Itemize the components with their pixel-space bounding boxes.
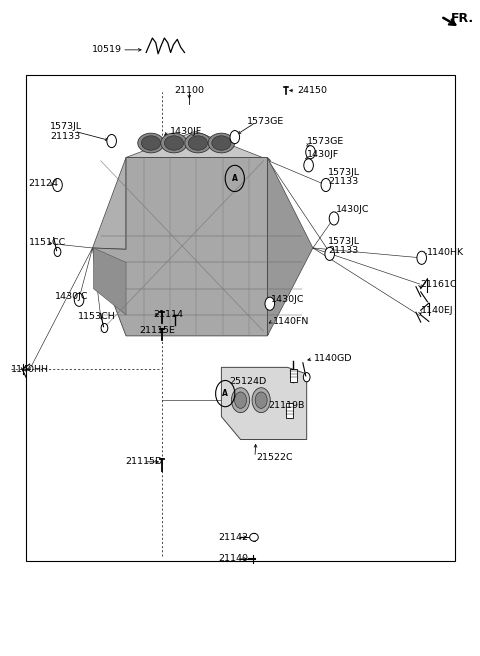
Text: 1140EJ: 1140EJ: [421, 306, 453, 315]
Text: 21115D: 21115D: [126, 457, 163, 466]
Text: 1573GE: 1573GE: [307, 136, 344, 146]
Ellipse shape: [185, 133, 211, 153]
Polygon shape: [94, 248, 126, 315]
Text: A: A: [222, 389, 228, 398]
Text: 1140GD: 1140GD: [314, 354, 352, 363]
Circle shape: [101, 323, 108, 333]
Text: 21114: 21114: [153, 310, 183, 319]
Text: 1151CC: 1151CC: [29, 238, 66, 247]
Text: 1430JF: 1430JF: [170, 127, 203, 136]
Circle shape: [74, 293, 84, 306]
Text: 1573GE: 1573GE: [247, 117, 284, 126]
Text: 21522C: 21522C: [256, 453, 292, 462]
Ellipse shape: [212, 136, 231, 150]
Ellipse shape: [138, 133, 164, 153]
Polygon shape: [221, 367, 307, 440]
Text: 1573JL
21133: 1573JL 21133: [50, 122, 83, 140]
Text: 1430JC: 1430JC: [55, 292, 89, 301]
Text: 21142: 21142: [218, 533, 249, 542]
Text: 25124D: 25124D: [229, 377, 266, 386]
Text: 1430JC: 1430JC: [336, 205, 369, 215]
Ellipse shape: [231, 388, 250, 413]
Text: 21119B: 21119B: [268, 401, 305, 410]
Circle shape: [329, 212, 339, 225]
Text: A: A: [232, 174, 238, 183]
Polygon shape: [126, 131, 271, 161]
Text: 1573JL
21133: 1573JL 21133: [328, 168, 360, 186]
Ellipse shape: [255, 392, 267, 408]
Polygon shape: [93, 157, 267, 336]
Circle shape: [325, 247, 335, 260]
Circle shape: [321, 178, 331, 192]
Ellipse shape: [252, 388, 270, 413]
Ellipse shape: [188, 136, 207, 150]
Text: 1153CH: 1153CH: [78, 312, 115, 321]
Text: FR.: FR.: [450, 12, 474, 25]
Circle shape: [265, 297, 275, 310]
Text: 21161C: 21161C: [421, 279, 457, 289]
Ellipse shape: [235, 392, 247, 408]
Text: 1140HH: 1140HH: [11, 365, 48, 374]
Bar: [26, 75, 455, 561]
Bar: [286, 403, 293, 418]
Text: 21115E: 21115E: [139, 326, 175, 335]
Polygon shape: [267, 157, 313, 336]
Text: 1430JC: 1430JC: [271, 295, 304, 304]
Ellipse shape: [250, 533, 258, 541]
Ellipse shape: [142, 136, 160, 150]
Ellipse shape: [208, 133, 235, 153]
Text: 21124: 21124: [29, 179, 59, 188]
Ellipse shape: [164, 136, 183, 150]
Text: 1140HK: 1140HK: [427, 248, 464, 257]
Circle shape: [306, 146, 315, 159]
Circle shape: [230, 131, 240, 144]
Circle shape: [417, 251, 427, 264]
Text: 1573JL
21133: 1573JL 21133: [328, 237, 360, 255]
Circle shape: [304, 159, 313, 172]
Circle shape: [54, 247, 61, 256]
Text: 1430JF: 1430JF: [307, 150, 339, 159]
Circle shape: [107, 134, 117, 148]
Text: 24150: 24150: [297, 86, 327, 95]
Polygon shape: [93, 157, 126, 249]
Bar: [290, 369, 297, 382]
Text: 21140: 21140: [218, 554, 249, 564]
Circle shape: [53, 178, 62, 192]
Circle shape: [303, 373, 310, 382]
Ellipse shape: [161, 133, 187, 153]
Text: 1140FN: 1140FN: [273, 317, 310, 326]
Text: 10519: 10519: [92, 45, 122, 54]
Text: 21100: 21100: [174, 86, 204, 95]
